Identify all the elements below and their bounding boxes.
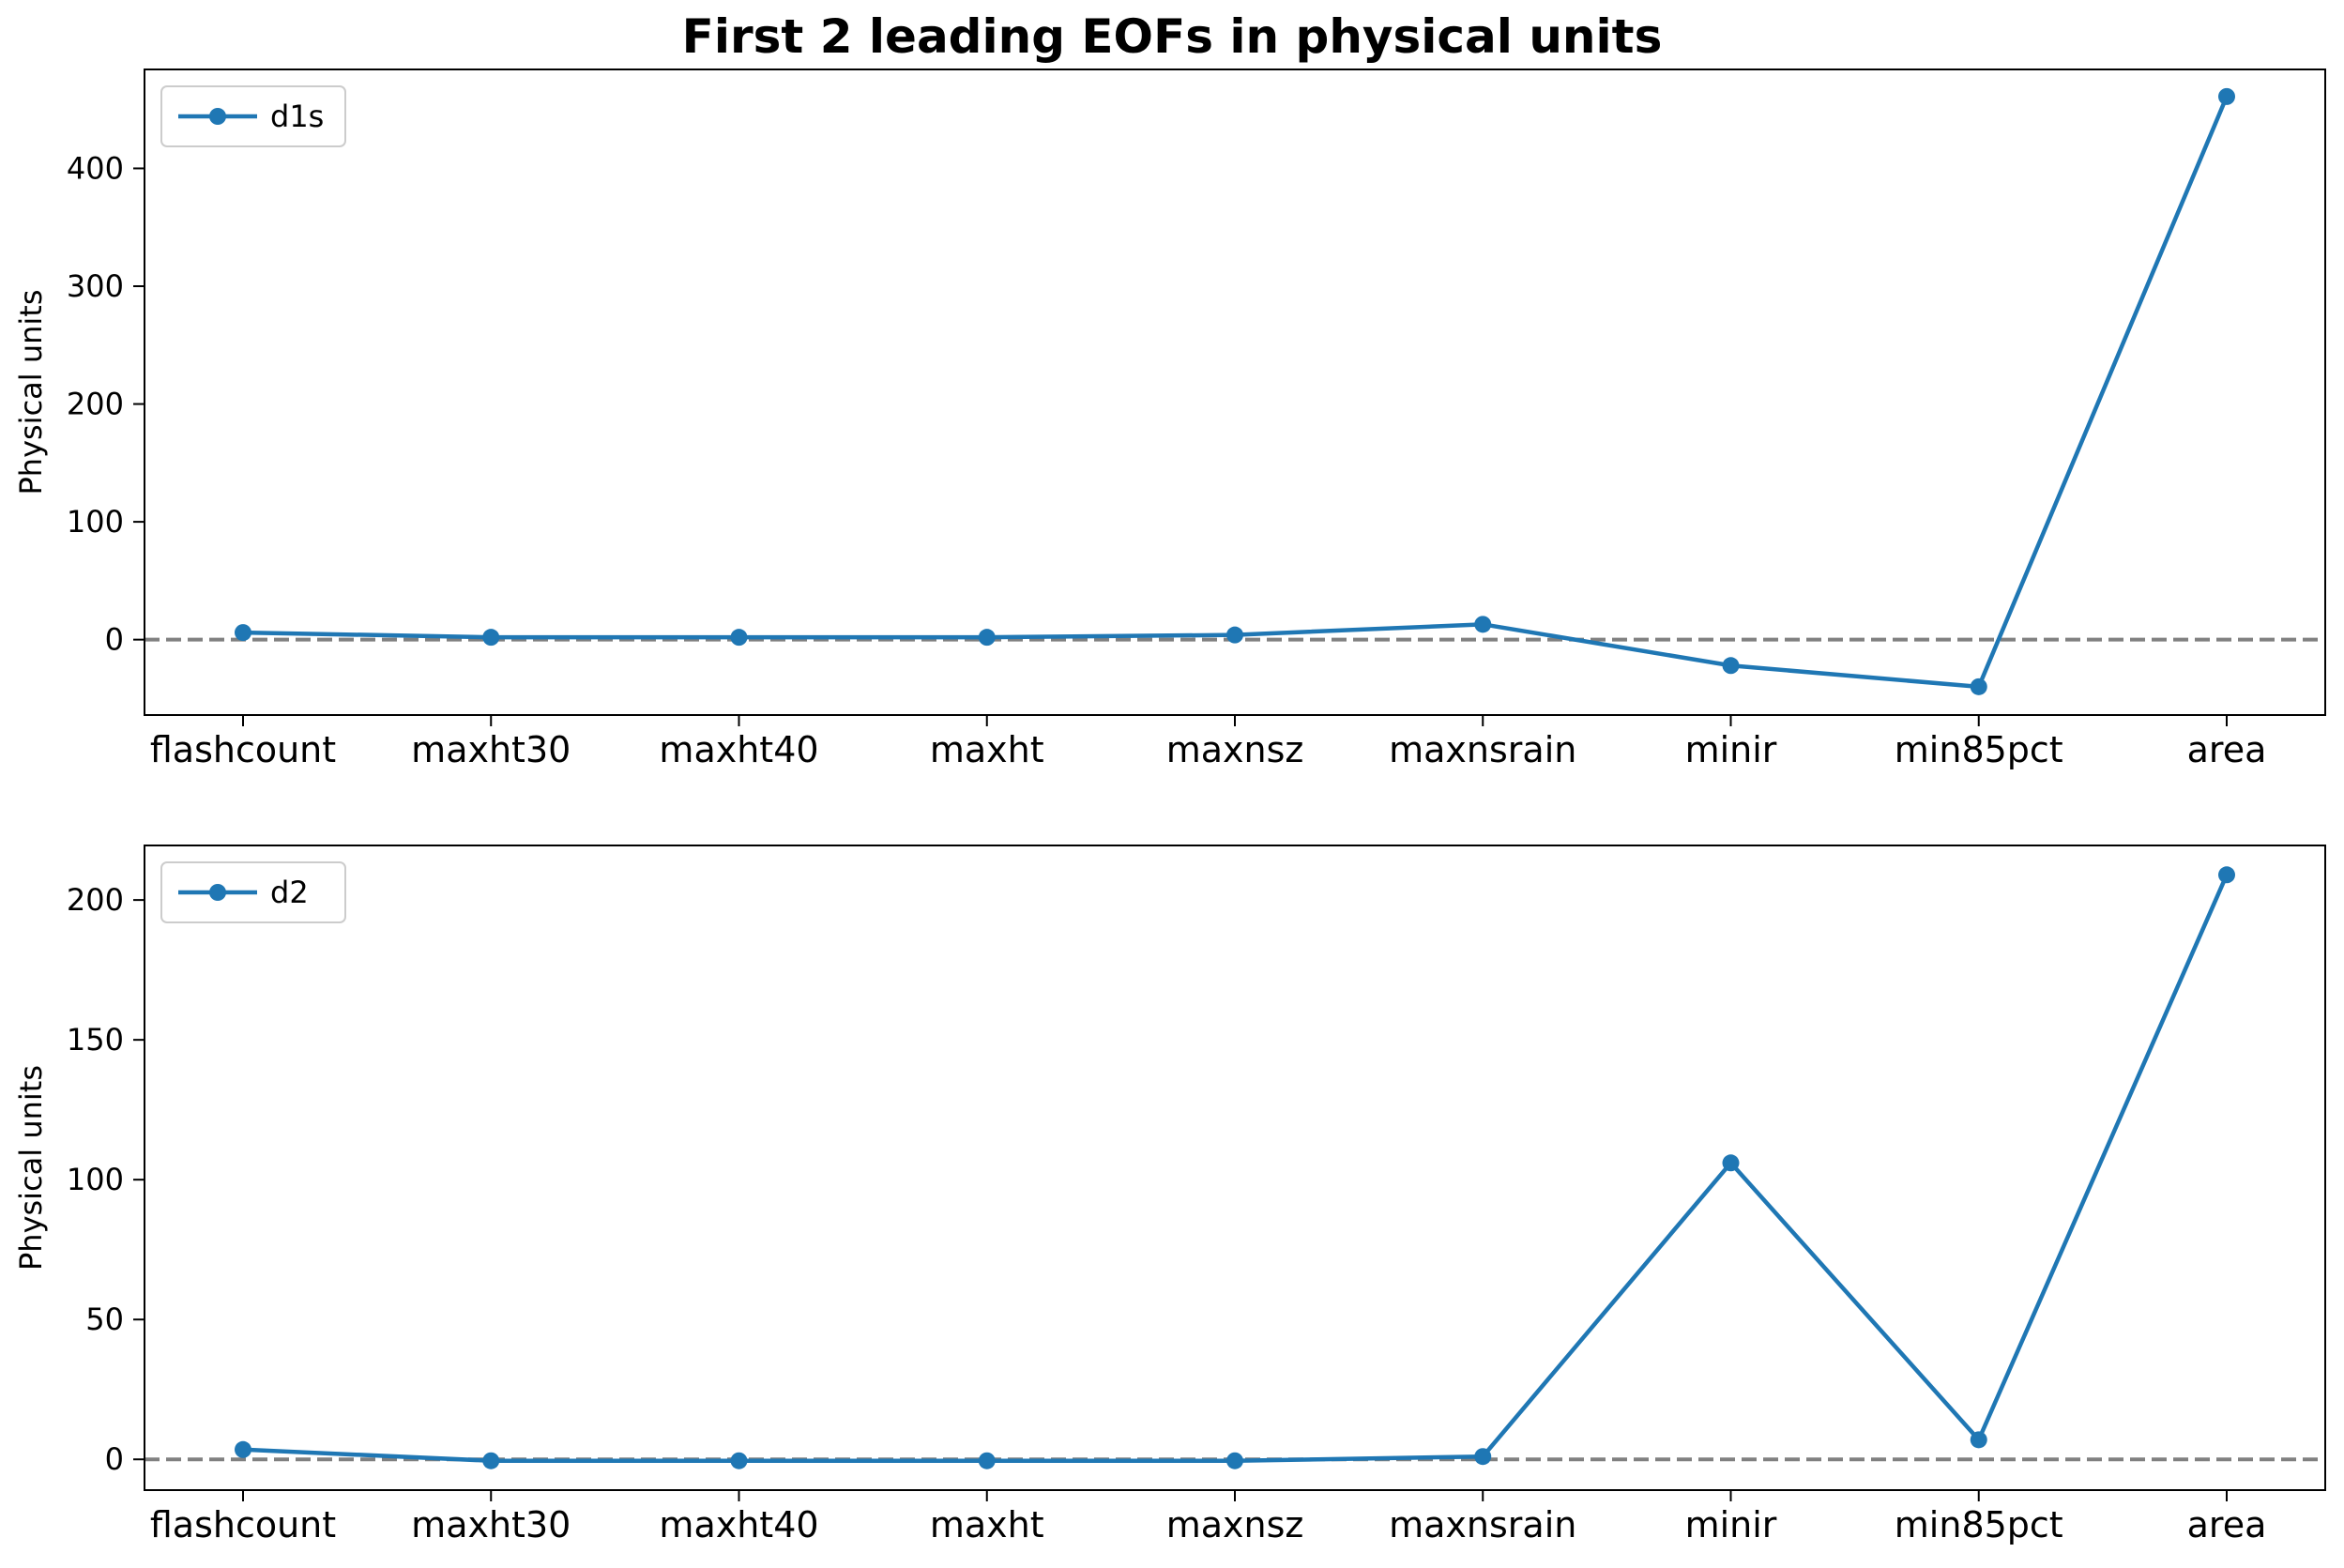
figure-title: First 2 leading EOFs in physical units xyxy=(682,9,1663,64)
bottom-panel: 0 50 100 150 200 flashcount maxht30 maxht40 maxh… xyxy=(13,845,2326,1545)
top-data-point xyxy=(1474,616,1492,633)
bottom-y-tick-label: 200 xyxy=(67,882,124,918)
bottom-x-tick-label: min85pct xyxy=(1895,1504,2063,1545)
top-y-tick-label: 0 xyxy=(105,622,124,658)
bottom-data-point xyxy=(235,1440,251,1458)
bottom-data-point xyxy=(1722,1154,1740,1172)
top-data-point xyxy=(482,629,500,647)
top-legend: d1s xyxy=(160,85,346,147)
top-x-tick-label: maxht40 xyxy=(659,729,818,770)
top-x-tick-label: area xyxy=(2187,729,2267,770)
top-plot-frame xyxy=(144,69,2326,716)
bottom-data-point xyxy=(482,1452,500,1469)
bottom-data-point xyxy=(730,1452,748,1469)
top-data-point xyxy=(978,629,996,647)
bottom-y-tick-label: 0 xyxy=(105,1441,124,1477)
bottom-data-point xyxy=(1474,1448,1492,1466)
bottom-legend: d2 xyxy=(160,861,346,923)
bottom-x-tick-label: maxnsrain xyxy=(1389,1504,1576,1545)
top-data-point xyxy=(1226,626,1243,644)
bottom-plot-frame xyxy=(144,845,2326,1491)
top-y-tick-label: 300 xyxy=(67,268,124,304)
top-x-tick-label: minir xyxy=(1685,729,1777,770)
bottom-data-point xyxy=(1226,1452,1243,1469)
top-x-tick-label: min85pct xyxy=(1895,729,2063,770)
top-series-line-d1s xyxy=(242,96,2230,690)
bottom-x-tick-label: maxht30 xyxy=(411,1504,571,1545)
bottom-y-tick-label: 100 xyxy=(67,1162,124,1197)
top-legend-label: d1s xyxy=(270,99,324,134)
bottom-series-line-d2 xyxy=(242,874,2230,1463)
bottom-x-tick-label: maxht40 xyxy=(659,1504,818,1545)
top-x-tick-label: maxht30 xyxy=(411,729,571,770)
bottom-y-tick-label: 150 xyxy=(67,1022,124,1058)
top-data-point xyxy=(1970,677,1987,695)
top-data-point xyxy=(730,629,748,647)
top-y-tick-label: 200 xyxy=(67,387,124,422)
top-x-tick-label: flashcount xyxy=(150,729,336,770)
bottom-x-tick-label: flashcount xyxy=(150,1504,336,1545)
top-x-tick-label: maxht xyxy=(930,729,1044,770)
top-y-axis-label: Physical units xyxy=(13,289,49,495)
bottom-legend-marker xyxy=(209,884,226,901)
top-data-point xyxy=(235,624,251,642)
bottom-data-point xyxy=(1970,1431,1987,1449)
bottom-y-axis-label: Physical units xyxy=(13,1065,49,1271)
bottom-y-tick-label: 50 xyxy=(85,1302,124,1337)
top-data-point xyxy=(1722,657,1740,675)
top-legend-marker xyxy=(209,108,226,125)
bottom-x-tick-label: maxht xyxy=(930,1504,1044,1545)
bottom-legend-label: d2 xyxy=(270,875,309,910)
bottom-data-point xyxy=(2218,866,2235,884)
top-panel: 0 100 200 300 400 flashcount maxht30 maxht40 max… xyxy=(13,69,2326,770)
top-data-point xyxy=(2218,87,2235,105)
top-x-tick-label: maxnsz xyxy=(1166,729,1304,770)
top-y-tick-label: 100 xyxy=(67,504,124,540)
bottom-data-point xyxy=(978,1452,996,1469)
top-x-tick-label: maxnsrain xyxy=(1389,729,1576,770)
bottom-x-tick-label: minir xyxy=(1685,1504,1777,1545)
bottom-x-tick-label: maxnsz xyxy=(1166,1504,1304,1545)
top-y-tick-label: 400 xyxy=(67,150,124,186)
bottom-x-tick-label: area xyxy=(2187,1504,2267,1545)
